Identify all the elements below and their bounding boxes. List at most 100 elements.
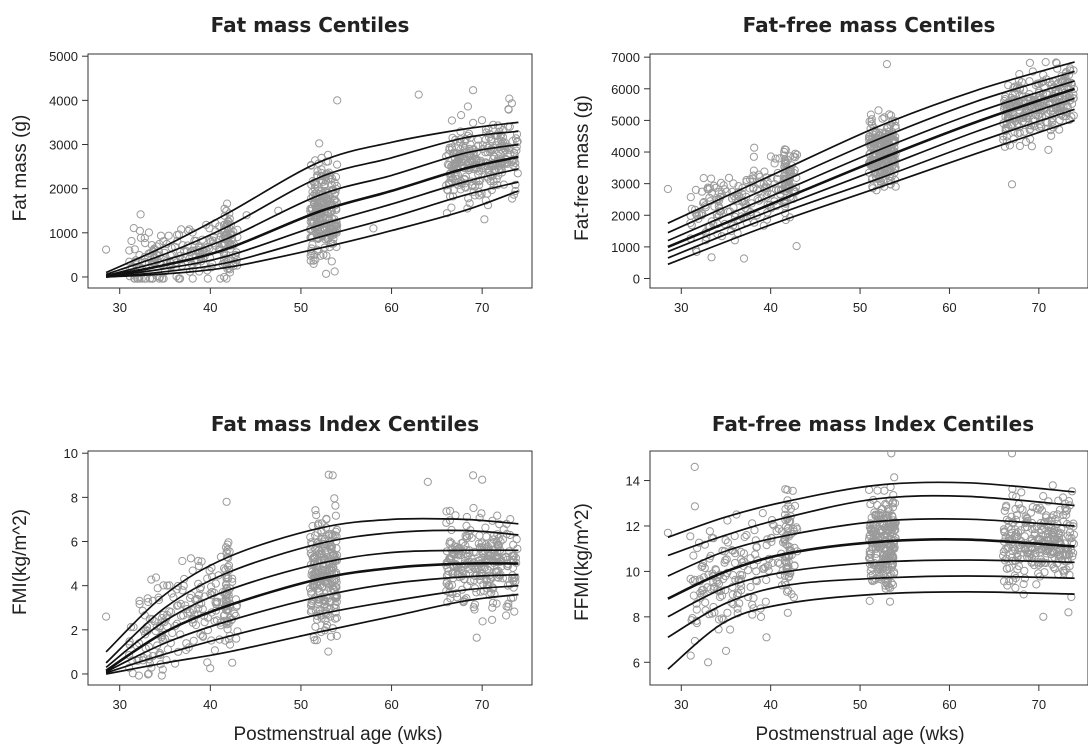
data-point xyxy=(1065,549,1074,559)
data-point xyxy=(493,511,502,520)
data-point xyxy=(510,151,519,160)
data-point xyxy=(493,548,502,557)
data-point xyxy=(507,99,516,108)
data-point xyxy=(700,563,709,573)
data-point xyxy=(222,548,231,557)
data-point xyxy=(310,184,319,193)
data-point xyxy=(176,630,185,639)
data-point xyxy=(488,145,497,154)
data-point xyxy=(492,599,501,608)
centile-curves xyxy=(667,481,1075,670)
data-point xyxy=(1034,505,1043,514)
data-point xyxy=(1037,506,1047,515)
data-point xyxy=(216,274,225,283)
data-point xyxy=(1011,504,1020,514)
data-point xyxy=(717,232,726,241)
data-point xyxy=(887,111,896,120)
data-point xyxy=(891,518,900,527)
data-point xyxy=(492,557,501,566)
data-point xyxy=(482,128,491,137)
centile-line-c5 xyxy=(105,143,519,277)
data-point xyxy=(881,137,891,146)
data-point xyxy=(771,154,780,163)
data-point xyxy=(477,116,487,125)
data-point xyxy=(726,625,735,634)
plot-frame xyxy=(87,53,533,289)
data-point xyxy=(696,588,705,598)
data-point xyxy=(151,573,161,582)
data-point xyxy=(1041,558,1050,568)
x-tick-label: 30 xyxy=(674,300,688,315)
data-point xyxy=(867,115,876,124)
data-point xyxy=(729,179,738,188)
data-point xyxy=(449,186,458,195)
data-point xyxy=(449,159,458,168)
data-point xyxy=(703,583,712,592)
data-point xyxy=(704,658,713,667)
data-point xyxy=(452,149,461,158)
data-point xyxy=(324,647,333,656)
centile-line-c5 xyxy=(667,80,1075,242)
y-tick-label: 2000 xyxy=(611,208,640,223)
y-axis-label: Fat-free mass (g) xyxy=(572,95,593,241)
y-tick-label: 8 xyxy=(633,610,640,625)
data-point xyxy=(225,640,235,649)
data-point xyxy=(1028,503,1037,512)
data-point xyxy=(871,129,880,138)
y-tick-label: 1000 xyxy=(49,226,78,241)
data-point xyxy=(222,497,231,506)
data-point xyxy=(173,230,182,240)
data-point xyxy=(493,530,502,539)
data-point xyxy=(758,508,767,518)
data-point xyxy=(792,242,801,251)
data-point xyxy=(1052,58,1061,67)
data-point xyxy=(509,161,518,170)
data-point xyxy=(329,551,338,560)
data-point xyxy=(1026,508,1036,517)
data-point xyxy=(773,168,782,178)
data-point xyxy=(504,105,513,114)
data-point xyxy=(731,549,740,558)
centile-line-c3 xyxy=(667,559,1075,618)
data-point xyxy=(883,504,893,513)
data-point xyxy=(477,509,486,518)
data-point xyxy=(310,573,319,582)
data-point xyxy=(1002,515,1011,524)
data-point xyxy=(512,138,522,147)
data-point xyxy=(880,113,889,122)
data-point xyxy=(785,517,795,526)
centile-line-c5 xyxy=(667,517,1075,577)
data-point xyxy=(1020,574,1030,583)
data-point xyxy=(202,220,211,229)
data-point xyxy=(493,131,502,140)
data-point xyxy=(481,523,490,532)
data-point xyxy=(488,598,498,608)
data-point xyxy=(163,610,172,620)
y-tick-label: 1000 xyxy=(611,240,640,255)
data-point xyxy=(222,553,232,562)
data-point xyxy=(1015,141,1025,151)
data-point xyxy=(1044,145,1053,154)
y-axis-label: Fat mass (g) xyxy=(10,115,31,222)
data-point xyxy=(1028,67,1037,76)
data-point xyxy=(879,531,888,540)
data-point xyxy=(877,180,886,189)
data-point xyxy=(707,253,716,262)
centile-line-c1 xyxy=(106,190,519,278)
y-tick-label: 8 xyxy=(71,490,78,505)
data-point xyxy=(324,174,333,183)
centile-line-c2 xyxy=(667,575,1075,639)
data-point xyxy=(716,593,725,602)
plot-frame xyxy=(87,450,533,686)
y-tick-label: 0 xyxy=(71,270,78,285)
data-point xyxy=(489,584,498,593)
data-point xyxy=(1037,526,1046,535)
data-point xyxy=(447,552,456,561)
data-point xyxy=(307,606,316,615)
data-point xyxy=(734,196,743,205)
data-point xyxy=(307,194,316,203)
data-point xyxy=(1048,481,1057,490)
data-point xyxy=(1037,545,1046,554)
data-point xyxy=(776,570,785,579)
data-point xyxy=(505,580,515,589)
